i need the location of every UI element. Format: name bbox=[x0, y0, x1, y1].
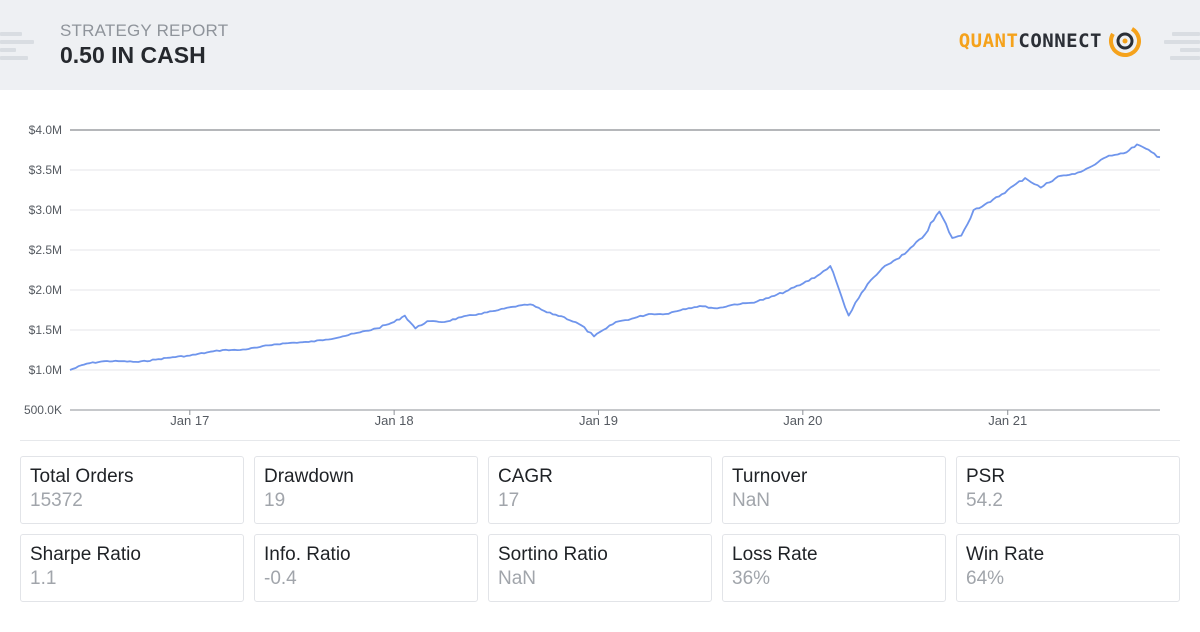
metric-card-loss-rate: Loss Rate 36% bbox=[722, 534, 946, 602]
y-tick-label: $2.5M bbox=[29, 243, 62, 257]
metric-value: 36% bbox=[732, 568, 771, 589]
metric-card-sharpe-ratio: Sharpe Ratio 1.1 bbox=[20, 534, 244, 602]
metric-card-turnover: Turnover NaN bbox=[722, 456, 946, 524]
metric-card-total-orders: Total Orders 15372 bbox=[20, 456, 244, 524]
equity-chart: $4.0M $3.5M $3.0M $2.5M $2.0M $1.5M $1.0M 500.0… bbox=[0, 110, 1200, 430]
metric-value: 19 bbox=[264, 490, 286, 511]
metric-value: 15372 bbox=[30, 490, 83, 511]
y-tick-label: $2.0M bbox=[29, 283, 62, 297]
metric-label: Total Orders bbox=[30, 466, 134, 487]
metric-value: NaN bbox=[498, 568, 537, 589]
decorative-lines-right bbox=[1160, 26, 1200, 66]
metric-label: Sharpe Ratio bbox=[30, 544, 141, 565]
metric-label: Turnover bbox=[732, 466, 808, 487]
metric-card-cagr: CAGR 17 bbox=[488, 456, 712, 524]
x-tick-label: Jan 18 bbox=[375, 413, 414, 428]
metric-label: Win Rate bbox=[966, 544, 1045, 565]
equity-series-line bbox=[69, 143, 1161, 371]
x-tick-label: Jan 17 bbox=[170, 413, 209, 428]
metric-value: NaN bbox=[732, 490, 771, 511]
metric-card-psr: PSR 54.2 bbox=[956, 456, 1180, 524]
metric-label: Sortino Ratio bbox=[498, 544, 608, 565]
metric-label: CAGR bbox=[498, 466, 553, 487]
y-tick-label: $3.5M bbox=[29, 163, 62, 177]
metric-value: 54.2 bbox=[966, 490, 1003, 511]
section-divider bbox=[20, 440, 1180, 441]
metric-card-win-rate: Win Rate 64% bbox=[956, 534, 1180, 602]
y-tick-label: $4.0M bbox=[29, 123, 62, 137]
metric-value: -0.4 bbox=[264, 568, 297, 589]
decorative-lines-left bbox=[0, 26, 40, 66]
metric-label: Drawdown bbox=[264, 466, 354, 487]
y-tick-label: $1.5M bbox=[29, 323, 62, 337]
y-tick-label: 500.0K bbox=[24, 403, 62, 417]
quantconnect-logo[interactable]: QUANTCONNECT bbox=[959, 24, 1142, 58]
metric-value: 64% bbox=[966, 568, 1005, 589]
logo-icon bbox=[1109, 25, 1141, 57]
x-tick-label: Jan 19 bbox=[579, 413, 618, 428]
y-tick-label: $1.0M bbox=[29, 363, 62, 377]
metric-card-sortino-ratio: Sortino Ratio NaN bbox=[488, 534, 712, 602]
equity-chart-svg: $4.0M $3.5M $3.0M $2.5M $2.0M $1.5M $1.0M 500.0… bbox=[24, 123, 1161, 428]
x-tick-label: Jan 21 bbox=[988, 413, 1027, 428]
strategy-title: 0.50 IN CASH bbox=[60, 42, 206, 68]
metric-value: 1.1 bbox=[30, 568, 57, 589]
logo-wordmark: QUANTCONNECT bbox=[958, 30, 1102, 52]
metric-label: Info. Ratio bbox=[264, 544, 351, 565]
report-subtitle: STRATEGY REPORT bbox=[60, 21, 229, 40]
report-header: STRATEGY REPORT 0.50 IN CASH QUANTCONNEC… bbox=[0, 0, 1200, 90]
y-tick-label: $3.0M bbox=[29, 203, 62, 217]
metric-label: Loss Rate bbox=[732, 544, 818, 565]
metric-label: PSR bbox=[966, 466, 1006, 487]
metrics-grid: Total Orders 15372 Drawdown 19 CAGR 17 T… bbox=[20, 456, 1180, 602]
x-tick-label: Jan 20 bbox=[783, 413, 822, 428]
metric-card-info-ratio: Info. Ratio -0.4 bbox=[254, 534, 478, 602]
metric-value: 17 bbox=[498, 490, 520, 511]
metric-card-drawdown: Drawdown 19 bbox=[254, 456, 478, 524]
